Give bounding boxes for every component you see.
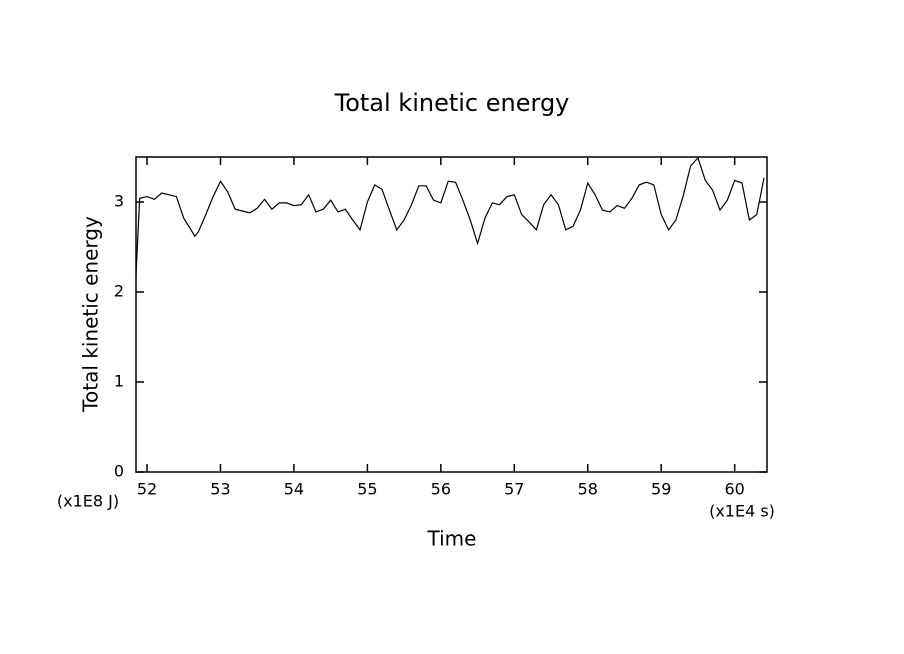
chart-title: Total kinetic energy <box>334 89 570 117</box>
x-tick-label: 60 <box>724 480 744 499</box>
x-tick-label: 52 <box>137 480 157 499</box>
x-tick-label: 56 <box>431 480 451 499</box>
plot-frame <box>135 156 768 473</box>
x-tick-label: 53 <box>210 480 230 499</box>
x-tick-label: 54 <box>284 480 304 499</box>
x-tick-label: 59 <box>651 480 671 499</box>
y-tick-label: 1 <box>114 372 124 391</box>
y-unit-label: (x1E8 J) <box>57 492 119 511</box>
x-tick-label: 55 <box>357 480 377 499</box>
y-tick-label: 2 <box>114 282 124 301</box>
x-unit-label: (x1E4 s) <box>709 502 775 521</box>
data-line <box>135 156 765 275</box>
y-tick-label: 0 <box>114 462 124 481</box>
y-axis-title: Total kinetic energy <box>79 216 103 413</box>
x-tick-label: 57 <box>504 480 524 499</box>
x-axis-title: Time <box>427 527 477 551</box>
y-tick-label: 3 <box>114 192 124 211</box>
x-tick-label: 58 <box>578 480 598 499</box>
